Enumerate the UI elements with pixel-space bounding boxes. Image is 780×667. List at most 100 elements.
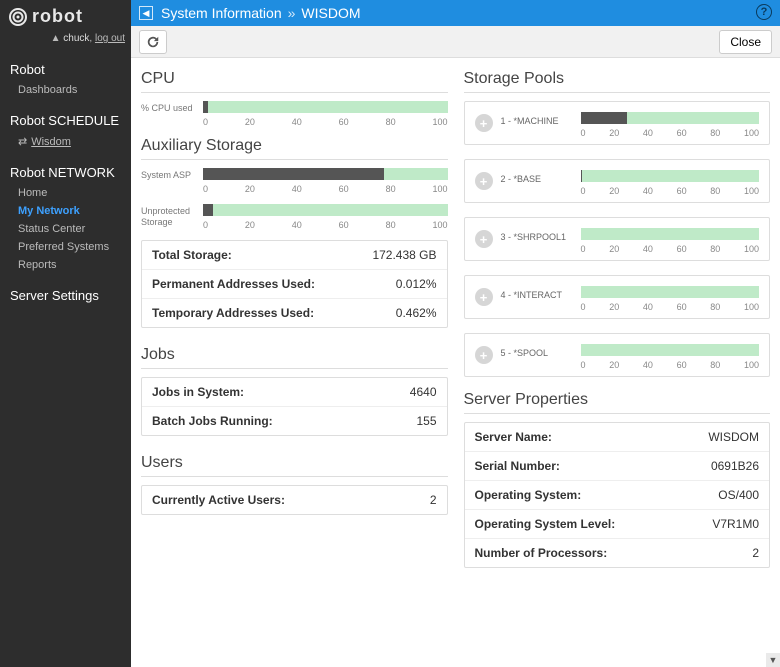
axis-tick: 0 <box>581 360 586 370</box>
axis-tick: 80 <box>386 184 396 194</box>
bar-axis: 020406080100 <box>581 128 760 138</box>
axis-tick: 40 <box>643 360 653 370</box>
nav-item[interactable]: Preferred Systems <box>0 238 131 256</box>
axis-tick: 20 <box>245 220 255 230</box>
close-button[interactable]: Close <box>719 30 772 54</box>
axis-tick: 0 <box>203 184 208 194</box>
bar-label: Unprotected Storage <box>141 204 203 228</box>
server-properties-table: Server Name:WISDOMSerial Number:0691B26 O… <box>464 422 771 568</box>
pool-name: 2 - *BASE <box>501 170 573 185</box>
kv-key: Server Name: <box>475 430 552 444</box>
jobs-table: Jobs in System:4640Batch Jobs Running:15… <box>141 377 448 436</box>
user-row: ▲ chuck, log out <box>0 31 131 52</box>
expand-icon[interactable]: + <box>475 230 493 248</box>
sidebar: robot ▲ chuck, log out RobotDashboards Ro… <box>0 0 131 667</box>
nav-item[interactable]: Reports <box>0 256 131 274</box>
nav-sublink[interactable]: Wisdom <box>0 132 131 151</box>
nav-heading[interactable]: Robot SCHEDULE <box>0 109 131 132</box>
section-title-users: Users <box>141 454 448 472</box>
axis-tick: 0 <box>581 302 586 312</box>
bar-track <box>203 101 448 113</box>
user-name: chuck <box>63 33 89 44</box>
bar-fill <box>203 101 208 113</box>
scroll-down-icon[interactable]: ▼ <box>766 653 780 667</box>
refresh-button[interactable] <box>139 30 167 54</box>
expand-icon[interactable]: + <box>475 346 493 364</box>
nav-item[interactable]: My Network <box>0 202 131 220</box>
kv-key: Total Storage: <box>152 248 232 262</box>
breadcrumb-current: WISDOM <box>301 5 360 21</box>
refresh-icon <box>146 35 160 49</box>
axis-tick: 100 <box>744 186 759 196</box>
axis-tick: 0 <box>581 186 586 196</box>
bar-fill <box>581 170 583 182</box>
pool-name: 3 - *SHRPOOL1 <box>501 228 573 243</box>
nav-heading[interactable]: Robot NETWORK <box>0 161 131 184</box>
expand-icon[interactable]: + <box>475 172 493 190</box>
axis-tick: 80 <box>386 220 396 230</box>
axis-tick: 20 <box>609 302 619 312</box>
bar-axis: 020406080100 <box>581 244 760 254</box>
nav-item[interactable]: Dashboards <box>0 81 131 99</box>
user-icon: ▲ <box>51 33 61 44</box>
pool-name: 5 - *SPOOL <box>501 344 573 359</box>
axis-tick: 20 <box>609 244 619 254</box>
pool-card: +1 - *MACHINE020406080100 <box>464 101 771 145</box>
bar-fill <box>581 112 627 124</box>
axis-tick: 40 <box>292 117 302 127</box>
axis-tick: 40 <box>292 220 302 230</box>
kv-row: Permanent Addresses Used:0.012% <box>142 270 447 299</box>
kv-value: 155 <box>416 414 436 428</box>
expand-icon[interactable]: + <box>475 114 493 132</box>
collapse-sidebar-icon[interactable]: ◀ <box>139 6 153 20</box>
kv-value: 4640 <box>410 385 437 399</box>
bar-track <box>203 168 448 180</box>
kv-key: Temporary Addresses Used: <box>152 306 314 320</box>
axis-tick: 100 <box>744 128 759 138</box>
help-icon[interactable]: ? <box>756 4 772 20</box>
axis-tick: 0 <box>203 220 208 230</box>
brand-logo[interactable]: robot <box>0 0 131 31</box>
axis-tick: 80 <box>710 302 720 312</box>
bar-track <box>581 344 760 356</box>
axis-tick: 40 <box>643 128 653 138</box>
kv-row: Number of Processors:2 <box>465 539 770 567</box>
content-scroll[interactable]: CPU % CPU used020406080100 Auxiliary Sto… <box>131 58 780 667</box>
bar-axis: 020406080100 <box>581 302 760 312</box>
axis-tick: 60 <box>677 360 687 370</box>
section-title-cpu: CPU <box>141 70 448 88</box>
bar-axis: 020406080100 <box>581 360 760 370</box>
kv-value: 0691B26 <box>711 459 759 473</box>
breadcrumb-sep: » <box>288 5 296 21</box>
bar-fill <box>203 168 384 180</box>
bar-axis: 020406080100 <box>203 184 448 194</box>
kv-row: Operating System Level:V7R1M0 <box>465 510 770 539</box>
expand-icon[interactable]: + <box>475 288 493 306</box>
breadcrumb-root[interactable]: System Information <box>161 5 282 21</box>
axis-tick: 0 <box>581 128 586 138</box>
right-column: Storage Pools +1 - *MACHINE020406080100+… <box>464 64 771 568</box>
nav-item[interactable]: Status Center <box>0 220 131 238</box>
kv-row: Server Name:WISDOM <box>465 423 770 452</box>
nav-heading[interactable]: Robot <box>0 58 131 81</box>
kv-key: Batch Jobs Running: <box>152 414 273 428</box>
kv-row: Currently Active Users:2 <box>142 486 447 514</box>
bar-track <box>581 286 760 298</box>
axis-tick: 20 <box>609 360 619 370</box>
bar-row: System ASP020406080100 <box>141 168 448 194</box>
kv-row: Serial Number:0691B26 <box>465 452 770 481</box>
bar-row: % CPU used020406080100 <box>141 101 448 127</box>
titlebar: ◀ System Information » WISDOM ? <box>131 0 780 26</box>
bar-track <box>203 204 448 216</box>
logout-link[interactable]: log out <box>95 33 125 44</box>
nav-item[interactable]: Home <box>0 184 131 202</box>
kv-key: Number of Processors: <box>475 546 608 560</box>
users-table: Currently Active Users:2 <box>141 485 448 515</box>
axis-tick: 100 <box>744 360 759 370</box>
nav-heading[interactable]: Server Settings <box>0 284 131 307</box>
axis-tick: 100 <box>432 184 447 194</box>
kv-value: V7R1M0 <box>712 517 759 531</box>
bar-axis: 020406080100 <box>203 117 448 127</box>
axis-tick: 60 <box>339 117 349 127</box>
kv-row: Batch Jobs Running: 155 <box>142 407 447 435</box>
